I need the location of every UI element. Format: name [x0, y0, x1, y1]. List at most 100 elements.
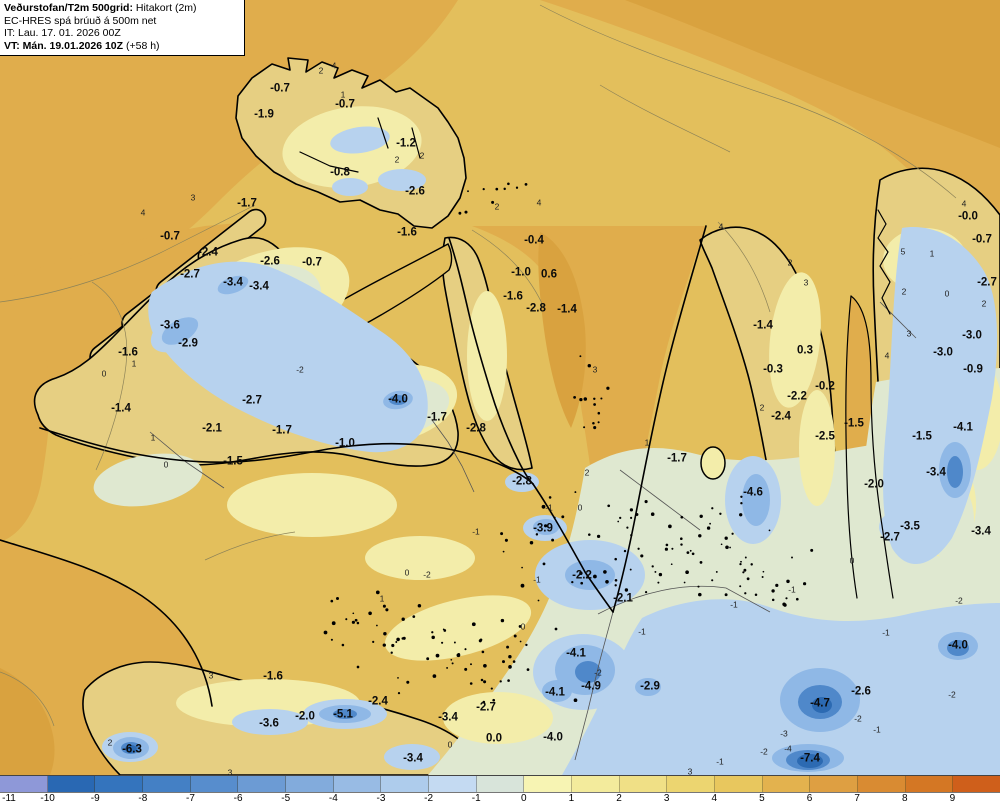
temperature-label: -0.7: [160, 231, 180, 243]
temperature-label: -2.6: [260, 256, 280, 268]
speckle-dot: [709, 522, 711, 525]
speckle-dot: [375, 590, 380, 595]
temperature-label: -2.4: [771, 411, 791, 423]
temperature-value-labels: -0.7 -0.7 -1.9 -1.2 -0.8 -2.6 -1.7 -1.6 -0.0 -0.7…: [111, 83, 997, 765]
speckle-dot: [579, 355, 582, 358]
colorbar-segment: [333, 776, 382, 792]
temperature-label: -2.1: [613, 593, 633, 605]
speckle-dot: [491, 200, 495, 204]
terrain-speckles: [323, 182, 814, 704]
contour-label: 2: [982, 299, 987, 309]
contour-label: 2: [395, 155, 400, 165]
colorbar-tick: -4: [328, 793, 338, 804]
temperature-label: -0.7: [302, 257, 322, 269]
speckle-dot: [771, 589, 775, 593]
colorbar-tick: 5: [759, 793, 765, 804]
speckle-dot: [391, 643, 395, 648]
speckle-dot: [406, 680, 410, 684]
speckle-dot: [481, 650, 485, 654]
map-title: Veðurstofan/T2m 500grid: Hitakort (2m): [4, 2, 240, 15]
speckle-dot: [519, 640, 522, 643]
speckle-dot: [464, 210, 468, 214]
temperature-label: -1.5: [844, 418, 864, 430]
speckle-dot: [548, 496, 552, 499]
speckle-dot: [390, 651, 393, 654]
temperature-label: -1.5: [912, 431, 932, 443]
speckle-dot: [593, 574, 597, 579]
contour-label: -2: [423, 570, 431, 580]
speckle-dot: [691, 552, 695, 556]
speckle-dot: [504, 538, 508, 542]
speckle-dot: [508, 665, 512, 669]
speckle-dot: [740, 560, 742, 563]
temperature-label: -1.7: [427, 412, 447, 424]
contour-label: -1: [788, 585, 796, 595]
speckle-dot: [579, 397, 583, 402]
temperature-label: -1.9: [254, 109, 274, 121]
contour-label: 1: [132, 359, 137, 369]
contour-label: -2: [854, 714, 862, 724]
sea-layer: [0, 0, 1000, 775]
speckle-dot: [574, 491, 577, 494]
speckle-dot: [785, 597, 788, 600]
temperature-label: -3.4: [438, 712, 458, 724]
speckle-dot: [542, 562, 546, 566]
temperature-label: -2.8: [512, 476, 532, 488]
contour-label: 3: [804, 278, 809, 288]
contour-label: 0: [448, 740, 453, 750]
colorbar-tick: 3: [663, 793, 670, 804]
speckle-dot: [680, 537, 683, 540]
temperature-label: -1.7: [272, 425, 292, 437]
speckle-dot: [670, 563, 673, 566]
temperature-label: -4.6: [743, 487, 763, 499]
contour-label: 2: [760, 403, 765, 413]
temperature-label: -2.1: [202, 423, 222, 435]
contour-label: 0: [102, 369, 107, 379]
contour-label: -3: [780, 729, 788, 739]
speckle-dot: [593, 397, 596, 401]
colorbar-segment: [572, 776, 620, 792]
colorbar-tick: -10: [40, 793, 55, 804]
valid-time-offset: (+58 h): [123, 39, 160, 52]
temperature-bands: [93, 106, 1000, 775]
valid-time-main: VT: Mán. 19.01.2026 10Z: [4, 39, 124, 52]
speckle-dot: [680, 515, 684, 519]
speckle-dot: [697, 585, 700, 588]
speckle-dot: [521, 566, 523, 569]
speckle-dot: [665, 543, 669, 547]
contour-label: 3: [907, 329, 912, 339]
speckle-dot: [724, 593, 728, 597]
speckle-dot: [352, 612, 355, 615]
colorbar-ticks: -11 -10 -9 -8 -7 -6 -5 -4 -3 -2 -1 0 1 2 3 4 5 6 7 8 9: [0, 792, 1000, 805]
temperature-label: -3.4: [971, 526, 991, 538]
colorbar-segment: [47, 776, 96, 792]
temperature-label: -1.0: [511, 267, 531, 279]
temperature-label: -2.9: [640, 681, 660, 693]
speckle-dot: [554, 627, 558, 631]
temperature-label: -1.7: [237, 198, 257, 210]
speckle-dot: [537, 599, 540, 602]
colorbar-tick: 9: [949, 793, 956, 804]
speckle-dot: [356, 665, 360, 669]
temperature-label: 0.0: [486, 733, 502, 745]
speckle-dot: [754, 593, 758, 597]
speckle-dot: [739, 562, 742, 566]
speckle-dot: [382, 643, 386, 647]
speckle-dot: [607, 504, 611, 508]
temperature-label: -2.0: [864, 479, 884, 491]
speckle-dot: [483, 663, 487, 668]
contour-label: 1: [151, 433, 156, 443]
temperature-label: -2.6: [851, 686, 871, 698]
speckle-dot: [619, 516, 622, 520]
temperature-label: -6.3: [122, 744, 142, 756]
temperature-label: -0.2: [815, 381, 835, 393]
speckle-dot: [432, 674, 437, 678]
speckle-dot: [600, 397, 603, 400]
contour-label: -1: [716, 757, 724, 767]
contour-label: 2: [420, 151, 425, 161]
speckle-dot: [451, 662, 454, 665]
colorbar-tick: 1: [568, 793, 575, 804]
temperature-label: -2.7: [242, 395, 262, 407]
speckle-dot: [657, 581, 660, 584]
speckle-dot: [401, 617, 405, 621]
